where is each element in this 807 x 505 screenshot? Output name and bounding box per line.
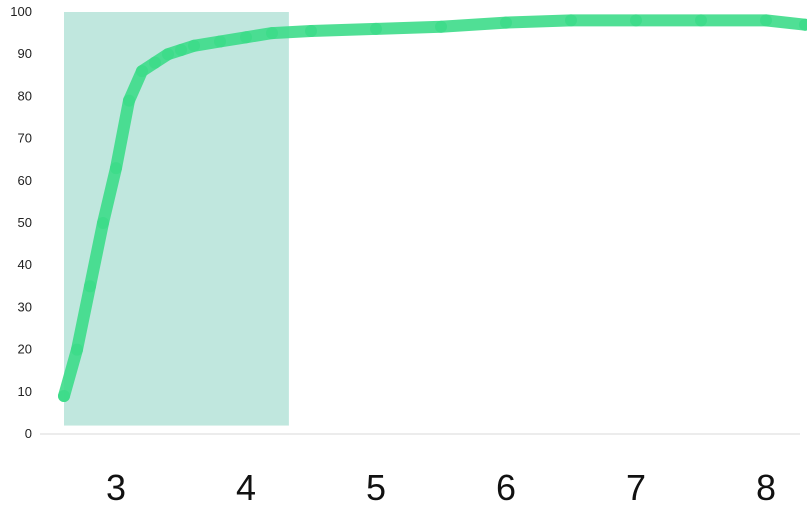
data-point (162, 48, 174, 61)
data-point (240, 31, 252, 44)
data-point (110, 162, 122, 175)
y-tick-label: 90 (18, 46, 32, 61)
y-tick-label: 70 (18, 131, 32, 146)
y-tick-labels: 0 10 20 30 40 50 60 70 80 90 100 (10, 4, 32, 441)
x-tick-label: 3 (106, 467, 126, 505)
x-tick-labels: 3 4 5 6 7 8 (106, 467, 776, 505)
y-tick-label: 50 (18, 215, 32, 230)
x-tick-label: 6 (496, 467, 516, 505)
data-point (500, 16, 512, 29)
y-tick-label: 30 (18, 299, 32, 314)
data-point (799, 18, 807, 31)
data-point (149, 56, 161, 69)
y-tick-label: 20 (18, 342, 32, 357)
y-tick-label: 60 (18, 173, 32, 188)
data-point (266, 27, 278, 40)
y-tick-label: 100 (10, 4, 32, 19)
data-point (58, 390, 70, 402)
data-point (175, 44, 187, 56)
data-point (435, 20, 447, 33)
y-tick-label: 0 (25, 426, 32, 441)
data-point (305, 25, 317, 37)
data-point (123, 94, 135, 107)
data-point (370, 22, 382, 35)
x-tick-label: 8 (756, 467, 776, 505)
data-point (97, 217, 109, 229)
x-tick-label: 5 (366, 467, 386, 505)
data-point (565, 14, 577, 27)
x-tick-label: 4 (236, 467, 256, 505)
data-point (188, 39, 200, 52)
series-layer (58, 14, 807, 402)
y-tick-label: 40 (18, 257, 32, 272)
highlight-region-layer (64, 12, 289, 426)
data-point (214, 35, 226, 48)
highlight-region (64, 12, 289, 426)
y-tick-label: 80 (18, 88, 32, 103)
data-point (695, 14, 707, 27)
data-point (84, 280, 96, 293)
data-point (630, 14, 642, 27)
data-point (136, 65, 148, 78)
data-point (760, 14, 772, 27)
data-point (71, 343, 83, 356)
x-tick-label: 7 (626, 467, 646, 505)
y-tick-label: 10 (18, 384, 32, 399)
